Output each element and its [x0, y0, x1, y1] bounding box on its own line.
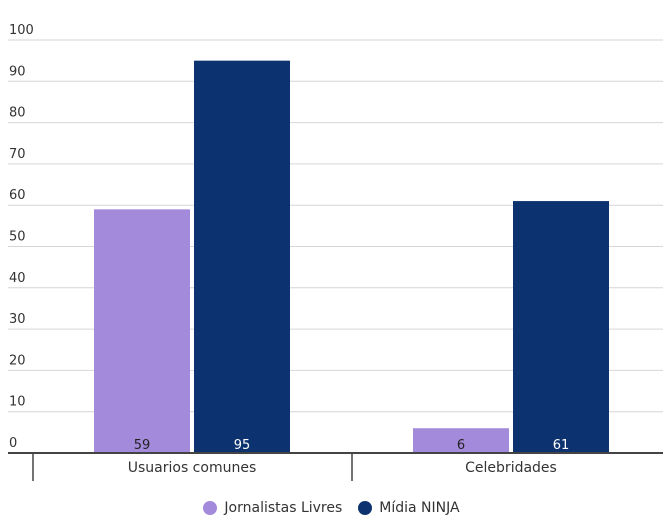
y-tick-label-10: 10 — [9, 395, 26, 410]
legend-item-midia-ninja[interactable]: Mídia NINJA — [358, 500, 460, 516]
y-tick-label-60: 60 — [9, 188, 26, 203]
bar-0-0 — [94, 209, 190, 453]
y-tick-label-0: 0 — [9, 436, 17, 451]
legend-swatch-jornalistas-livres — [203, 501, 218, 515]
y-tick-label-90: 90 — [9, 64, 26, 79]
data-label-0-1: 6 — [457, 438, 465, 453]
y-tick-label-20: 20 — [9, 353, 26, 368]
legend-item-jornalistas-livres[interactable]: Jornalistas Livres — [203, 500, 342, 516]
legend-label-midia-ninja: Mídia NINJA — [379, 500, 460, 516]
bar-1-0 — [194, 60, 290, 454]
y-tick-label-100: 100 — [9, 23, 34, 38]
legend: Jornalistas Livres Mídia NINJA — [0, 500, 663, 516]
y-tick-label-70: 70 — [9, 147, 26, 162]
bar-0-1 — [413, 428, 509, 453]
y-tick-label-80: 80 — [9, 106, 26, 121]
x-tick-label-0: Usuarios comunes — [128, 460, 257, 476]
y-tick-label-50: 50 — [9, 230, 26, 245]
legend-label-jornalistas-livres: Jornalistas Livres — [224, 500, 343, 516]
bar-1-1 — [513, 201, 609, 453]
legend-swatch-midia-ninja — [358, 501, 373, 515]
y-tick-label-30: 30 — [9, 312, 26, 327]
bar-chart: 0 10 20 30 40 50 60 70 80 90 100 59 6 95 61 Usuarios co… — [8, 23, 663, 481]
x-tick-label-1: Celebridades — [465, 460, 557, 476]
data-label-1-1: 61 — [553, 438, 570, 453]
data-label-1-0: 95 — [234, 438, 251, 453]
y-tick-label-40: 40 — [9, 271, 26, 286]
data-label-0-0: 59 — [134, 438, 151, 453]
